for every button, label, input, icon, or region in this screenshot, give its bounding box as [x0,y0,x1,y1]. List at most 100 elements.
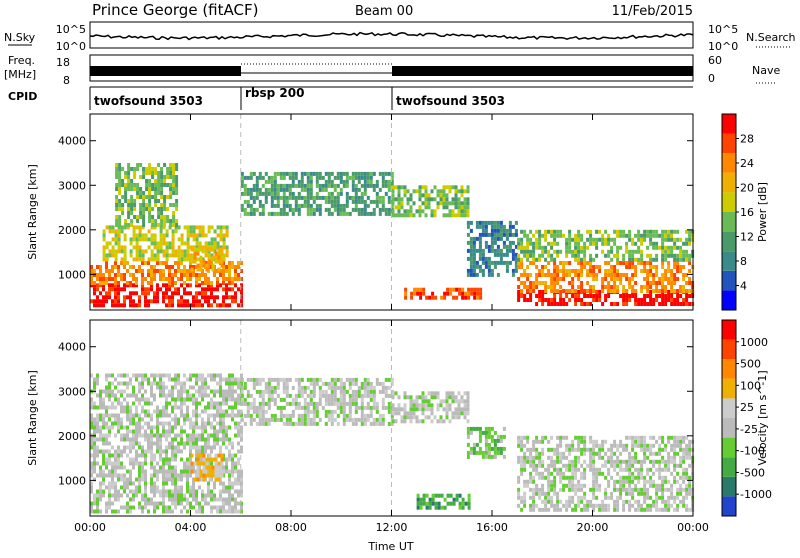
range-cell [556,444,559,448]
range-cell [228,442,231,446]
range-cell [562,289,565,293]
range-cell [577,234,580,238]
range-cell [244,188,247,192]
range-cell [604,285,607,289]
range-cell [228,506,231,510]
range-cell [385,406,388,410]
range-cell [637,440,640,444]
range-cell [304,402,307,406]
range-cell [199,233,202,237]
range-cell [604,496,607,500]
range-cell [628,500,631,504]
range-cell [419,213,422,217]
range-cell [148,167,151,171]
range-cell [337,176,340,180]
range-cell [574,294,577,298]
range-cell [280,410,283,414]
range-cell [559,468,562,472]
range-cell [198,506,201,510]
range-cell [464,292,467,296]
range-cell [607,484,610,488]
range-cell [215,470,218,474]
range-cell [688,269,691,273]
range-cell [382,196,385,200]
range-cell [181,253,184,257]
range-cell [139,211,142,215]
range-cell [580,265,583,269]
range-cell [201,422,204,426]
range-cell [580,250,583,254]
range-cell [195,446,198,450]
range-cell [219,446,222,450]
range-cell [148,195,151,199]
range-cell [628,456,631,460]
range-cell [286,390,289,394]
range-cell [637,508,640,512]
range-cell [130,211,133,215]
range-cell [222,498,225,502]
range-cell [195,494,198,498]
range-cell [559,488,562,492]
range-cell [595,496,598,500]
range-cell [509,261,512,265]
range-cell [102,462,105,466]
range-cell [541,273,544,277]
range-cell [664,294,667,298]
range-cell [595,246,598,250]
range-cell [458,415,461,419]
range-cell [205,233,208,237]
range-cell [126,446,129,450]
range-cell [223,237,226,241]
range-cell [141,498,144,502]
range-cell [661,302,664,306]
range-cell [655,269,658,273]
range-cell [613,508,616,512]
range-cell [643,298,646,302]
range-cell [192,438,195,442]
range-cell [189,490,192,494]
range-cell [664,258,667,262]
range-cell [358,406,361,410]
range-cell [133,187,136,191]
range-cell [506,237,509,241]
range-cell [541,472,544,476]
range-cell [298,212,301,216]
range-cell [99,281,102,285]
range-cell [274,180,277,184]
range-cell [159,390,162,394]
range-cell [404,209,407,213]
range-cell [207,434,210,438]
range-cell [419,288,422,292]
range-cell [183,390,186,394]
range-cell [168,390,171,394]
range-cell [688,258,691,262]
range-cell [174,438,177,442]
range-cell [452,391,455,395]
range-cell [203,462,206,466]
range-cell [488,443,491,447]
range-cell [213,486,216,490]
range-cell [144,303,147,307]
range-cell [163,253,166,257]
range-cell [108,482,111,486]
range-cell [132,498,135,502]
range-cell [655,285,658,289]
range-cell [165,482,168,486]
range-cell [670,448,673,452]
range-cell [640,238,643,242]
range-cell [103,249,106,253]
range-cell [204,287,207,291]
range-cell [598,504,601,508]
range-cell [520,496,523,500]
range-cell [129,394,132,398]
range-cell [520,238,523,242]
range-cell [598,294,601,298]
range-cell [364,204,367,208]
range-cell [497,229,500,233]
range-cell [99,303,102,307]
range-cell [494,455,497,459]
range-cell [589,285,592,289]
range-cell [352,390,355,394]
range-cell [114,494,117,498]
range-cell [147,378,150,382]
